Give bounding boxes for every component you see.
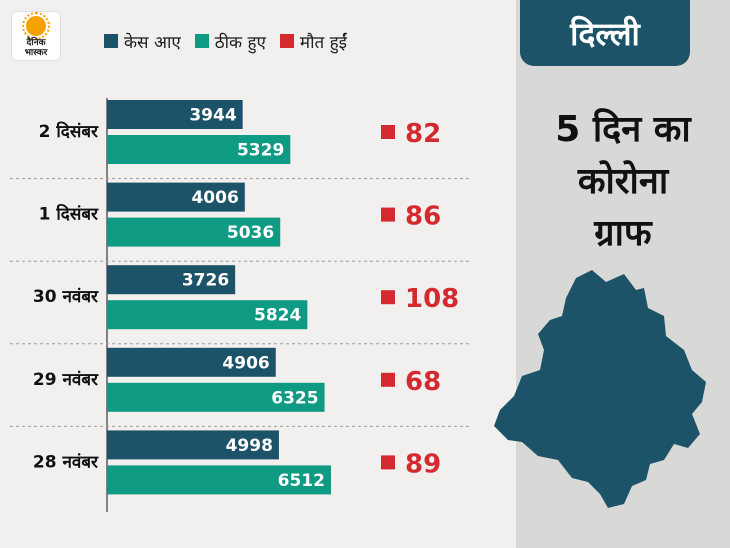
- bar-recovered: [107, 217, 281, 247]
- delhi-map-icon: [494, 270, 706, 508]
- bar-label-cases: 4998: [226, 436, 273, 456]
- bar-cases: [107, 182, 245, 212]
- bar-recovered: [107, 300, 308, 330]
- bar-label-recovered: 6512: [278, 471, 325, 491]
- bar-label-recovered: 5329: [237, 141, 284, 161]
- bar-recovered: [107, 135, 291, 164]
- death-value: 89: [405, 449, 441, 479]
- bar-cases: [107, 100, 243, 129]
- bar-cases: [107, 347, 276, 377]
- death-marker: [381, 290, 395, 305]
- death-value: 86: [405, 202, 441, 232]
- bar-label-cases: 4006: [191, 188, 238, 208]
- sun-logo-icon: [22, 12, 50, 40]
- legend-label-deaths: मौत हुईं: [299, 32, 347, 53]
- legend-swatch-recovered: [194, 34, 209, 48]
- death-marker: [381, 207, 395, 222]
- legend-item-deaths: मौत हुईं: [279, 30, 347, 53]
- death-marker: [381, 455, 395, 470]
- bar-label-recovered: 5824: [254, 306, 301, 326]
- graph-title: 5 दिन का कोरोना ग्राफ: [516, 104, 730, 260]
- bar-label-cases: 3944: [189, 106, 236, 126]
- graph-title-line2: कोरोना: [577, 161, 669, 202]
- date-label: 29 नवंबर: [33, 370, 99, 390]
- date-label: 1 दिसंबर: [39, 204, 99, 225]
- city-name-tab: दिल्ली: [520, 0, 690, 66]
- bar-label-recovered: 6325: [271, 388, 318, 408]
- dainik-bhaskar-logo: दैनिक भास्कर: [12, 12, 60, 60]
- logo-line1: दैनिक: [26, 38, 46, 48]
- legend-label-recovered: ठीक हुए: [214, 32, 266, 53]
- death-value: 108: [405, 284, 459, 314]
- bar-label-cases: 4906: [222, 353, 269, 373]
- legend-swatch-cases: [104, 34, 118, 48]
- chart-legend: केस आए ठीक हुए मौत हुईं: [104, 28, 347, 54]
- bar-label-recovered: 5036: [227, 223, 274, 243]
- death-marker: [381, 125, 395, 139]
- legend-item-recovered: ठीक हुए: [194, 30, 266, 53]
- bar-label-cases: 3726: [182, 271, 229, 291]
- legend-label-cases: केस आए: [124, 32, 181, 53]
- bar-cases: [107, 265, 236, 295]
- death-value: 82: [405, 119, 441, 149]
- date-label: 30 नवंबर: [33, 287, 99, 307]
- graph-title-line1: 5 दिन का: [555, 109, 691, 150]
- bar-recovered: [107, 465, 331, 495]
- death-marker: [381, 372, 395, 387]
- date-label: 2 दिसंबर: [39, 121, 99, 142]
- bar-cases: [107, 430, 279, 460]
- logo-line2: भास्कर: [24, 48, 48, 58]
- graph-title-line3: ग्राफ: [594, 213, 652, 254]
- legend-item-cases: केस आए: [104, 30, 181, 53]
- date-label: 28 नवंबर: [33, 452, 99, 472]
- legend-swatch-deaths: [279, 34, 294, 48]
- bar-recovered: [107, 382, 325, 412]
- death-value: 68: [405, 367, 441, 397]
